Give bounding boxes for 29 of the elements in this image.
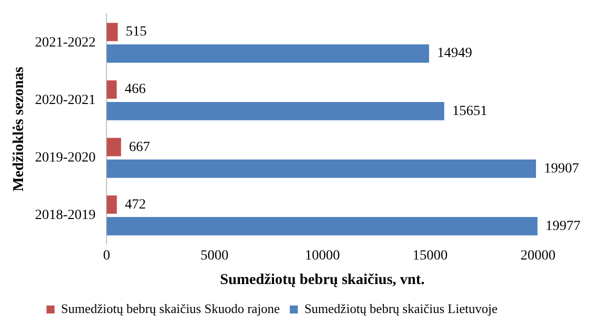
bar [106, 159, 536, 178]
bar [106, 217, 538, 236]
bar [106, 44, 430, 63]
data-label: 19977 [546, 218, 581, 234]
x-tick-label: 0 [103, 248, 110, 264]
data-label: 472 [124, 197, 146, 212]
bar [106, 102, 444, 120]
y-tick-label: 2018-2019 [34, 208, 96, 224]
y-tick-label: 2021-2022 [34, 35, 96, 50]
y-axis-title: Medžioklės sezonas [10, 66, 27, 192]
y-tick-label: 2020-2021 [34, 92, 96, 108]
legend-label: Sumedžiotų bebrų skaičius Skuodo rajone [61, 300, 280, 316]
x-tick-label: 10000 [304, 248, 340, 264]
legend-label: Sumedžiotų bebrų skaičius Lietuvoje [304, 300, 498, 316]
bar [106, 80, 117, 99]
data-label: 515 [126, 24, 147, 40]
x-axis-title: Sumedžiotų bebrų skaičius, vnt. [220, 272, 425, 288]
data-label: 19907 [544, 161, 579, 176]
x-tick-label: 20000 [520, 248, 556, 264]
bar [106, 22, 118, 42]
data-label: 14949 [437, 46, 472, 62]
data-label: 15651 [452, 104, 488, 119]
data-label: 667 [129, 140, 150, 155]
bar [106, 195, 117, 214]
x-tick-label: 15000 [412, 248, 448, 264]
data-label: 466 [124, 82, 146, 98]
x-tick-label: 5000 [200, 248, 228, 264]
y-tick-label: 2019-2020 [34, 150, 96, 166]
bar [106, 138, 122, 156]
